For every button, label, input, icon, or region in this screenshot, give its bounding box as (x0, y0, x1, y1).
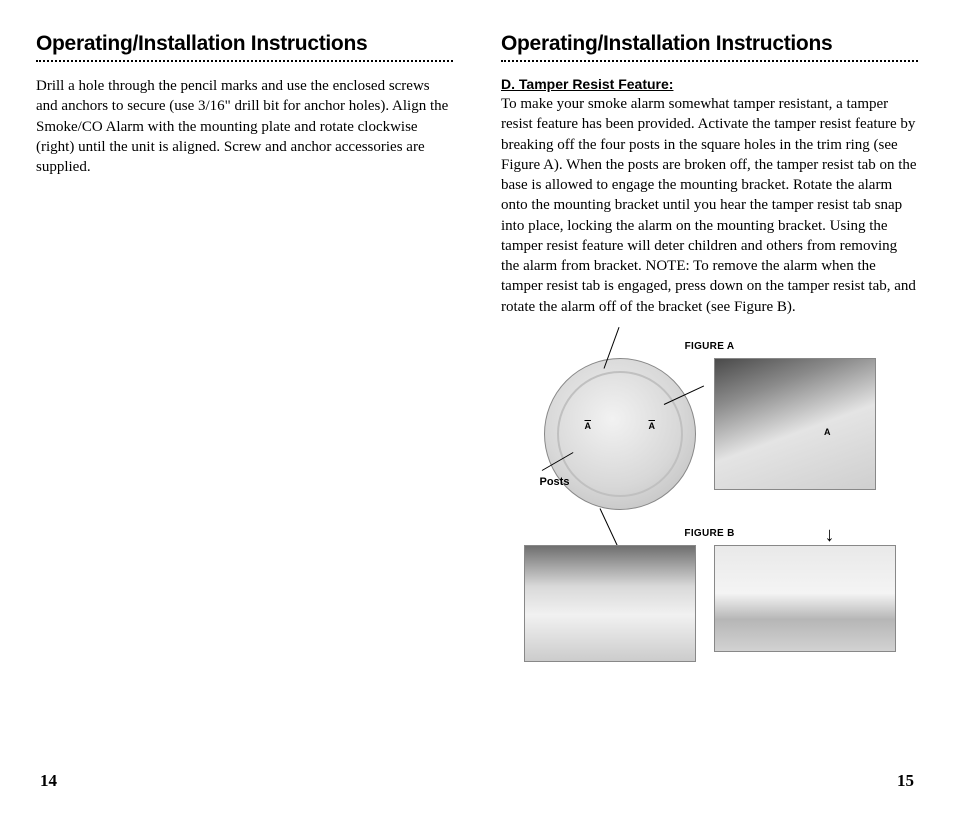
section-title-left: Operating/Installation Instructions (36, 32, 453, 56)
figure-b-right-image: ↓ (714, 545, 896, 652)
page-number-left: 14 (40, 771, 57, 791)
figure-b-label: FIGURE B (501, 528, 918, 539)
page-left: Operating/Installation Instructions Dril… (0, 0, 477, 813)
page-number-right: 15 (897, 771, 914, 791)
page-spread: Operating/Installation Instructions Dril… (0, 0, 954, 813)
marker-a-1: A (585, 421, 592, 431)
figure-a-left-wrap: A A Posts (544, 358, 696, 510)
subheading-tamper: D. Tamper Resist Feature: (501, 76, 918, 92)
figure-a-label: FIGURE A (501, 341, 918, 352)
figure-block: FIGURE A A A Posts A FIGURE B (501, 341, 918, 662)
marker-a-2: A (649, 421, 656, 431)
page-right: Operating/Installation Instructions D. T… (477, 0, 954, 813)
dotted-rule-right (501, 60, 918, 62)
marker-a-3: A (824, 427, 831, 437)
arrow-down-icon: ↓ (825, 524, 835, 547)
figure-b-row: ↓ (501, 545, 918, 662)
figure-a-row: A A Posts A (501, 358, 918, 510)
body-text-right: To make your smoke alarm somewhat tamper… (501, 94, 918, 317)
section-title-right: Operating/Installation Instructions (501, 32, 918, 56)
figure-a-right-image: A (714, 358, 876, 490)
dotted-rule-left (36, 60, 453, 62)
posts-label: Posts (540, 476, 570, 488)
figure-b-left-image (524, 545, 696, 662)
body-text-left: Drill a hole through the pencil marks an… (36, 76, 453, 177)
